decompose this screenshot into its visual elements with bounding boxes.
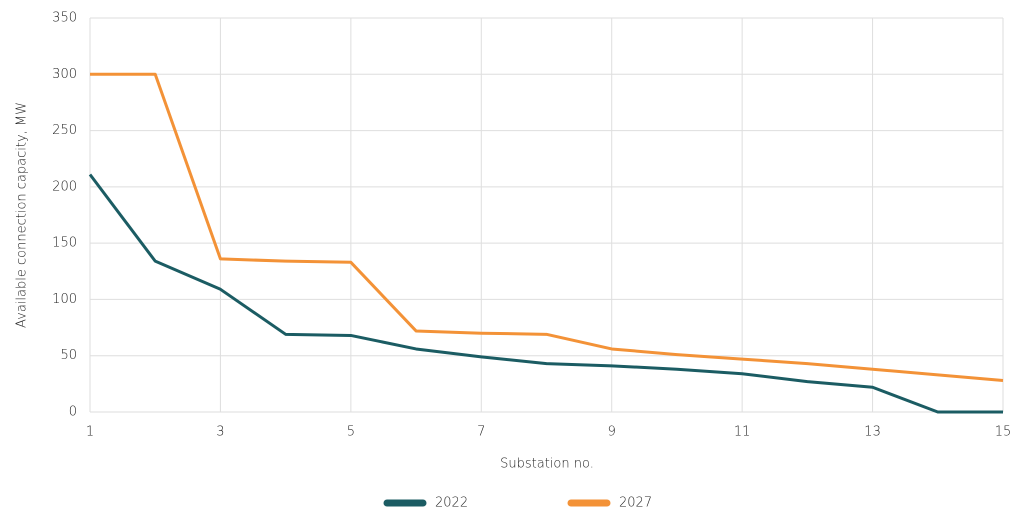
y-tick-label: 200 [52,179,77,194]
y-tick-label: 250 [52,123,77,138]
series-line [90,72,1004,382]
y-tick-label: 350 [52,11,77,26]
x-tick-label: 15 [995,425,1012,440]
x-tick-label: 7 [477,425,485,440]
x-axis-title: Substation no. [500,457,594,472]
x-tick-label: 13 [864,425,881,440]
x-tick-label: 5 [347,425,355,440]
x-tick-label: 11 [734,425,751,440]
y-axis-title: Available connection capacity, MW [15,102,30,328]
y-tick-label: 50 [60,348,77,363]
x-tick-label: 1 [86,425,94,440]
legend-label: 2022 [435,496,468,511]
x-tick-label: 9 [608,425,616,440]
y-tick-label: 150 [52,236,77,251]
y-tick-label: 300 [52,67,77,82]
legend-label: 2027 [619,496,652,511]
y-tick-label: 100 [52,292,77,307]
series-line [88,173,1003,414]
y-tick-label: 0 [69,405,77,420]
x-tick-label: 3 [216,425,224,440]
